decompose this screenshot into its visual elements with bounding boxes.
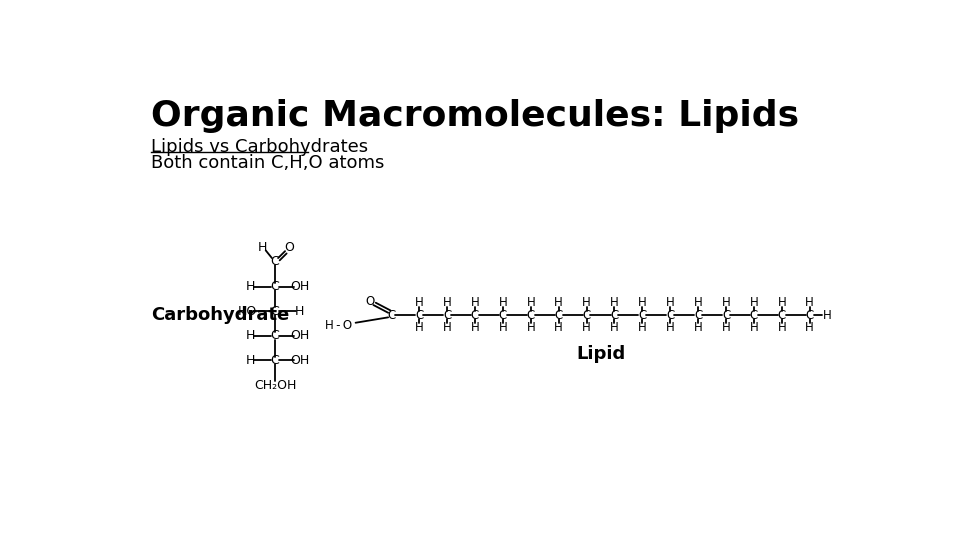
- Text: C: C: [694, 308, 703, 321]
- Text: C: C: [470, 308, 479, 321]
- Text: Lipid: Lipid: [576, 345, 625, 362]
- Text: H: H: [610, 321, 619, 334]
- Text: H: H: [666, 321, 675, 334]
- Text: C: C: [666, 308, 674, 321]
- Text: H: H: [443, 296, 451, 309]
- Text: H: H: [498, 321, 507, 334]
- Text: H: H: [246, 329, 255, 342]
- Text: H: H: [554, 296, 563, 309]
- Text: C: C: [271, 329, 279, 342]
- Text: H: H: [805, 321, 814, 334]
- Text: H: H: [246, 354, 255, 367]
- Text: OH: OH: [290, 354, 309, 367]
- Text: H: H: [415, 296, 423, 309]
- Text: Carbohydrate: Carbohydrate: [151, 306, 289, 324]
- Text: H: H: [666, 296, 675, 309]
- Text: H: H: [610, 296, 619, 309]
- Text: H: H: [246, 280, 255, 293]
- Text: C: C: [271, 354, 279, 367]
- Text: H: H: [470, 321, 479, 334]
- Text: H: H: [582, 296, 591, 309]
- Text: H: H: [498, 296, 507, 309]
- Text: H: H: [443, 321, 451, 334]
- Text: H: H: [526, 296, 535, 309]
- Text: C: C: [555, 308, 563, 321]
- Text: H - O: H - O: [325, 319, 352, 332]
- Text: H: H: [750, 296, 758, 309]
- Text: H: H: [470, 296, 479, 309]
- Text: C: C: [527, 308, 535, 321]
- Text: H: H: [258, 241, 267, 254]
- Text: H: H: [582, 321, 591, 334]
- Text: C: C: [415, 308, 423, 321]
- Text: Lipids vs Carbohydrates: Lipids vs Carbohydrates: [151, 138, 368, 156]
- Text: H: H: [638, 321, 647, 334]
- Text: C: C: [387, 308, 396, 321]
- Text: C: C: [722, 308, 731, 321]
- Text: C: C: [271, 280, 279, 293]
- Text: H: H: [415, 321, 423, 334]
- Text: C: C: [611, 308, 618, 321]
- Text: H: H: [823, 308, 831, 321]
- Text: C: C: [499, 308, 507, 321]
- Text: H: H: [526, 321, 535, 334]
- Text: H: H: [750, 321, 758, 334]
- Text: OH: OH: [290, 329, 309, 342]
- Text: H: H: [778, 321, 786, 334]
- Text: H: H: [722, 321, 731, 334]
- Text: C: C: [443, 308, 451, 321]
- Text: C: C: [750, 308, 758, 321]
- Text: H: H: [805, 296, 814, 309]
- Text: C: C: [805, 308, 814, 321]
- Text: Organic Macromolecules: Lipids: Organic Macromolecules: Lipids: [151, 99, 799, 133]
- Text: C: C: [778, 308, 786, 321]
- Text: H: H: [694, 296, 703, 309]
- Text: C: C: [638, 308, 646, 321]
- Text: HO: HO: [237, 305, 256, 318]
- Text: H: H: [694, 321, 703, 334]
- Text: H: H: [295, 305, 304, 318]
- Text: H: H: [638, 296, 647, 309]
- Text: H: H: [722, 296, 731, 309]
- Text: C: C: [271, 305, 279, 318]
- Text: C: C: [271, 255, 279, 268]
- Text: H: H: [554, 321, 563, 334]
- Text: H: H: [778, 296, 786, 309]
- Text: O: O: [365, 295, 374, 308]
- Text: Both contain C,H,O atoms: Both contain C,H,O atoms: [151, 154, 384, 172]
- Text: OH: OH: [290, 280, 309, 293]
- Text: CH₂OH: CH₂OH: [253, 379, 297, 392]
- Text: O: O: [284, 241, 294, 254]
- Text: C: C: [583, 308, 590, 321]
